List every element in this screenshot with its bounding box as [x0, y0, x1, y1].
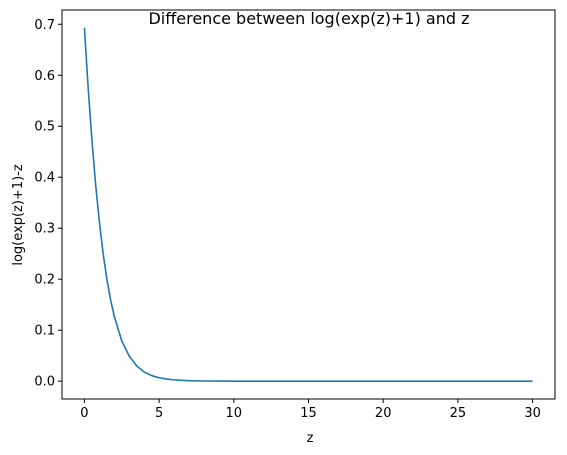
- x-tick-label: 30: [524, 406, 541, 421]
- x-tick-label: 5: [155, 406, 163, 421]
- x-tick-label: 20: [375, 406, 392, 421]
- y-tick-label: 0.0: [34, 375, 55, 390]
- x-tick-label: 15: [300, 406, 317, 421]
- y-tick-label: 0.2: [34, 273, 55, 288]
- y-axis-label: log(exp(z)+1)-z: [11, 164, 26, 265]
- y-tick-label: 0.6: [34, 69, 55, 84]
- x-axis-label: z: [307, 431, 314, 446]
- y-tick-label: 0.4: [34, 171, 55, 186]
- x-tick-label: 25: [450, 406, 467, 421]
- y-tick-label: 0.1: [34, 324, 55, 339]
- x-tick-label: 0: [80, 406, 88, 421]
- y-tick-label: 0.7: [34, 18, 55, 33]
- y-tick-label: 0.3: [34, 222, 55, 237]
- y-tick-label: 0.5: [34, 120, 55, 135]
- x-tick-label: 10: [226, 406, 243, 421]
- plot-frame: [61, 9, 556, 400]
- plot-area: [83, 27, 533, 382]
- series-line-0: [83, 27, 533, 382]
- axis-ticks: 0 5 10 15 20 25 30 0.0 0.1 0.2 0.3 0.4 0.5 0.6 0.7: [34, 18, 541, 421]
- chart-title: Difference between log(exp(z)+1) and z: [148, 9, 469, 28]
